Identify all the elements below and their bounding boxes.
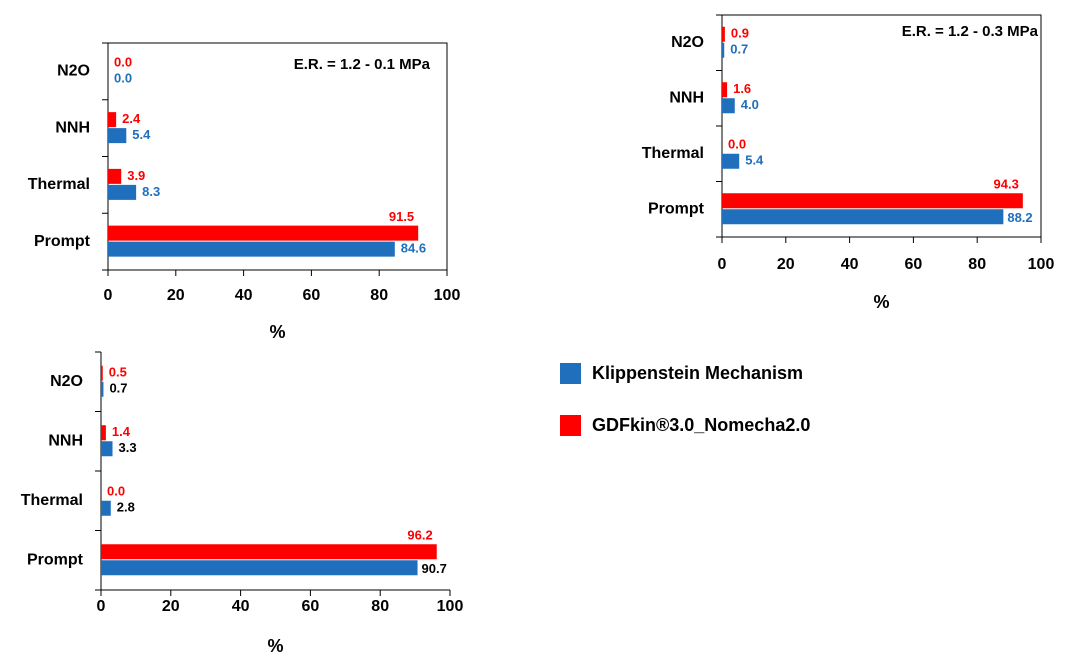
legend-label: Klippenstein Mechanism [592,363,803,383]
bar [108,184,137,200]
x-tick-label: 60 [303,287,321,304]
value-label: 91.5 [389,209,414,224]
bar [722,82,728,98]
bar [101,500,111,516]
bar [101,560,418,576]
x-tick-label: 0 [104,287,113,304]
legend-label: GDFkin®3.0_Nomecha2.0 [592,415,810,435]
x-axis-label: % [269,322,285,342]
value-label: 84.6 [401,241,426,256]
category-label: Prompt [34,233,91,250]
value-label: 0.7 [109,381,127,396]
bar [101,441,113,457]
x-tick-label: 20 [777,256,795,273]
x-tick-label: 60 [302,598,320,615]
x-tick-label: 40 [232,598,250,615]
bar [722,153,740,169]
bar [108,128,127,144]
x-tick-label: 40 [841,256,859,273]
category-label: NNH [55,119,90,136]
annotation: E.R. = 1.2 - 0.3 MPa [902,23,1039,40]
value-label: 0.7 [730,42,748,57]
value-label: 8.3 [142,184,160,199]
value-label: 5.4 [132,127,151,142]
value-label: 5.4 [745,153,764,168]
bar [101,425,106,441]
value-label: 1.4 [112,424,131,439]
bar [101,544,437,560]
value-label: 1.6 [733,81,751,96]
x-tick-label: 80 [370,287,388,304]
value-label: 0.0 [728,137,746,152]
value-label: 88.2 [1007,210,1032,225]
category-label: Thermal [21,492,83,509]
value-label: 90.7 [422,561,447,576]
value-label: 0.0 [114,70,132,85]
category-label: N2O [50,373,83,390]
bar [108,168,122,184]
category-label: NNH [669,89,704,106]
category-label: Thermal [28,176,90,193]
bar [108,241,395,257]
value-label: 0.5 [109,365,127,380]
legend-swatch [560,363,581,384]
bar [722,209,1004,225]
value-label: 3.3 [119,440,137,455]
x-tick-label: 100 [437,598,464,615]
annotation: E.R. = 1.2 - 0.1 MPa [294,56,431,73]
legend-swatch [560,415,581,436]
bar [108,112,117,128]
x-tick-label: 100 [1028,256,1055,273]
x-tick-label: 20 [162,598,180,615]
bar [108,225,419,241]
x-tick-label: 0 [97,598,106,615]
value-label: 0.0 [114,54,132,69]
x-tick-label: 0 [718,256,727,273]
bar [101,365,103,381]
value-label: 0.9 [731,26,749,41]
category-label: Prompt [648,200,705,217]
bar [101,381,104,397]
value-label: 2.4 [122,111,141,126]
value-label: 3.9 [127,168,145,183]
category-label: Prompt [27,551,84,568]
x-axis-label: % [267,636,283,656]
value-label: 96.2 [407,528,432,543]
category-label: N2O [671,34,704,51]
bar [722,98,735,114]
value-label: 4.0 [741,97,759,112]
x-tick-label: 60 [905,256,923,273]
x-tick-label: 40 [235,287,253,304]
value-label: 94.3 [994,177,1019,192]
value-label: 2.8 [117,500,135,515]
value-label: 0.0 [107,484,125,499]
x-tick-label: 20 [167,287,185,304]
bar [722,26,725,42]
x-tick-label: 80 [371,598,389,615]
category-label: N2O [57,63,90,80]
x-axis-label: % [873,292,889,312]
bar [722,193,1023,209]
category-label: Thermal [642,145,704,162]
category-label: NNH [48,432,83,449]
bar [722,42,725,58]
x-tick-label: 100 [434,287,461,304]
x-tick-label: 80 [968,256,986,273]
